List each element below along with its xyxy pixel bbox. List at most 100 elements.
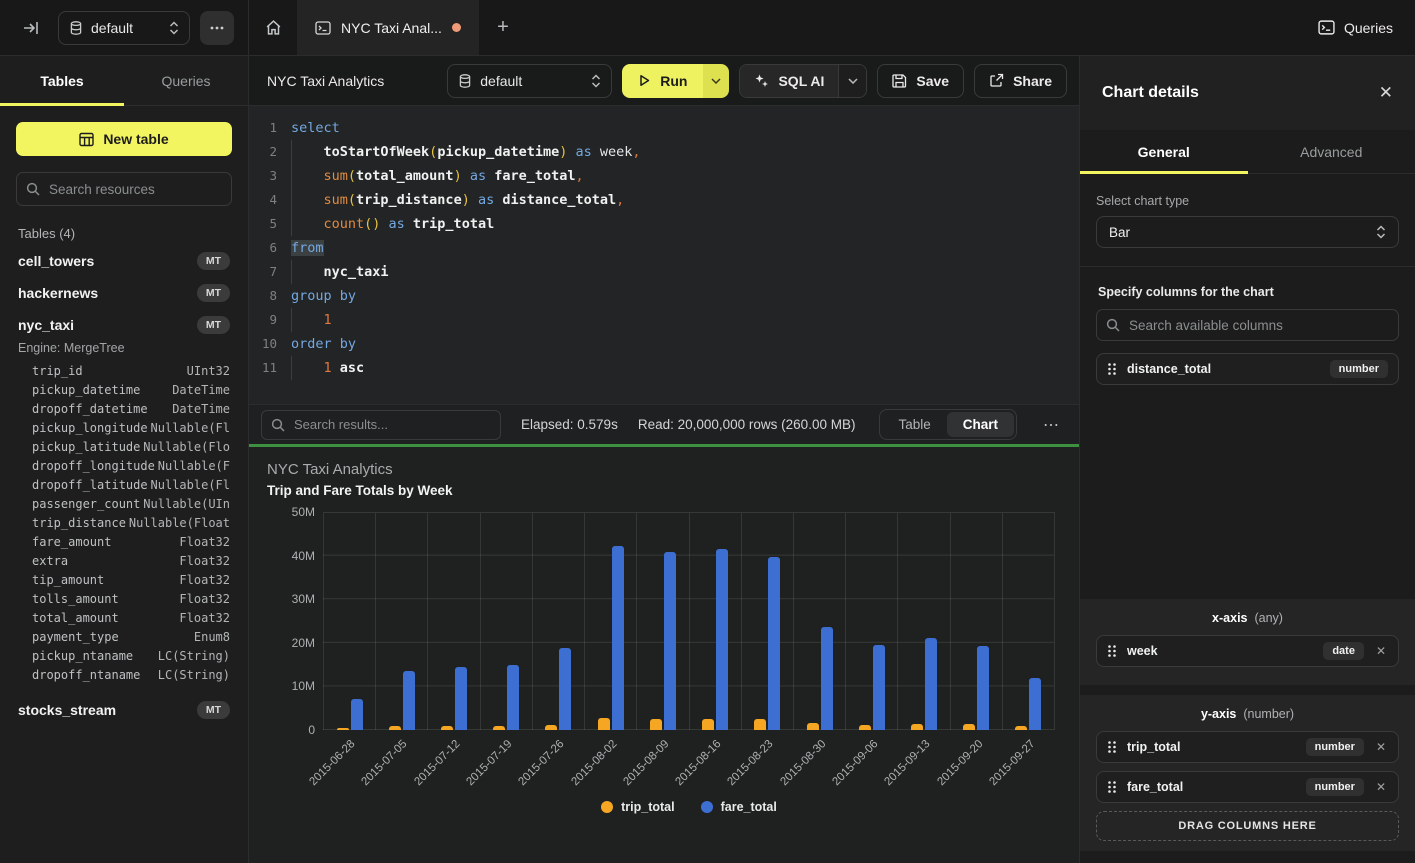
run-options-button[interactable] — [703, 64, 729, 98]
remove-column-button[interactable]: ✕ — [1374, 644, 1388, 658]
line-number: 6 — [249, 236, 291, 260]
x-axis-hint: (any) — [1254, 611, 1282, 625]
bar-trip_total[interactable] — [389, 726, 401, 730]
run-button[interactable]: Run — [622, 64, 703, 98]
drag-columns-dropzone[interactable]: DRAG COLUMNS HERE — [1096, 811, 1399, 841]
legend-item-fare_total[interactable]: fare_total — [701, 800, 777, 814]
table-row-hackernews[interactable]: hackernewsMT — [16, 277, 232, 309]
query-header: NYC Taxi Analytics default Ru — [249, 56, 1079, 106]
bar-trip_total[interactable] — [493, 726, 505, 730]
query-database-select[interactable]: default — [447, 64, 612, 98]
legend-item-trip_total[interactable]: trip_total — [601, 800, 674, 814]
drag-handle-icon[interactable] — [1107, 644, 1117, 658]
x-label-cell: 2015-09-20 — [950, 736, 1002, 798]
tab-tables[interactable]: Tables — [0, 56, 124, 105]
search-results-input[interactable] — [261, 410, 501, 440]
new-table-button[interactable]: New table — [16, 122, 232, 156]
tables-list: cell_towersMThackernewsMTnyc_taxiMTEngin… — [16, 245, 232, 726]
bar-fare_total[interactable] — [612, 546, 624, 730]
x-axis-columns: weekdate✕ — [1096, 635, 1399, 667]
column-chip-fare_total[interactable]: fare_totalnumber✕ — [1096, 771, 1399, 803]
new-tab-button[interactable]: + — [479, 0, 527, 55]
chart-type-select[interactable]: Bar — [1096, 216, 1399, 248]
collapse-sidebar-button[interactable] — [14, 11, 48, 45]
column-type: Nullable(Float — [129, 516, 230, 530]
tab-queries[interactable]: Queries — [124, 56, 248, 105]
bar-trip_total[interactable] — [441, 726, 453, 730]
search-icon — [1106, 318, 1120, 332]
sidebar-more-button[interactable] — [200, 11, 234, 45]
bar-trip_total[interactable] — [702, 719, 714, 730]
drag-handle-icon[interactable] — [1107, 740, 1117, 754]
tab-advanced[interactable]: Advanced — [1248, 130, 1415, 173]
sql-editor[interactable]: 1select2 toStartOfWeek(pickup_datetime) … — [249, 106, 1079, 404]
column-row: passenger_countNullable(UIn — [16, 494, 232, 513]
bar-fare_total[interactable] — [977, 646, 989, 730]
sql-ai-options-button[interactable] — [838, 65, 866, 97]
bar-trip_total[interactable] — [1015, 726, 1027, 730]
sql-ai-button[interactable]: SQL AI — [740, 65, 838, 97]
engine-badge: MT — [197, 701, 230, 719]
remove-column-button[interactable]: ✕ — [1374, 740, 1388, 754]
toggle-table-button[interactable]: Table — [882, 412, 946, 437]
bar-fare_total[interactable] — [403, 671, 415, 730]
results-more-button[interactable]: ⋯ — [1037, 411, 1065, 439]
column-name: trip_distance — [32, 516, 126, 530]
column-chip-week[interactable]: weekdate✕ — [1096, 635, 1399, 667]
bar-fare_total[interactable] — [925, 638, 937, 730]
bar-fare_total[interactable] — [664, 552, 676, 730]
close-panel-button[interactable]: ✕ — [1379, 83, 1393, 103]
bar-group-2015-09-27 — [1002, 513, 1054, 730]
toggle-chart-button[interactable]: Chart — [947, 412, 1014, 437]
home-button[interactable] — [249, 0, 297, 55]
bar-trip_total[interactable] — [545, 725, 557, 730]
remove-column-button[interactable]: ✕ — [1374, 780, 1388, 794]
legend-label: trip_total — [621, 800, 674, 814]
x-label-cell: 2015-07-19 — [480, 736, 532, 798]
tab-nyc-taxi-analytics[interactable]: NYC Taxi Anal... — [297, 0, 479, 55]
column-name: trip_id — [32, 364, 83, 378]
search-resources-input[interactable] — [16, 172, 232, 206]
bar-fare_total[interactable] — [768, 557, 780, 730]
bar-fare_total[interactable] — [1029, 678, 1041, 730]
bar-trip_total[interactable] — [337, 728, 349, 730]
bar-fare_total[interactable] — [559, 648, 571, 730]
database-select[interactable]: default — [58, 11, 190, 45]
code-text: from — [291, 236, 324, 260]
x-label-cell: 2015-09-27 — [1003, 736, 1055, 798]
line-number: 5 — [249, 212, 291, 236]
bar-trip_total[interactable] — [963, 724, 975, 730]
bar-trip_total[interactable] — [598, 718, 610, 730]
column-name: payment_type — [32, 630, 119, 644]
table-row-cell_towers[interactable]: cell_towersMT — [16, 245, 232, 277]
share-button[interactable]: Share — [974, 64, 1067, 98]
save-button[interactable]: Save — [877, 64, 964, 98]
search-columns-input[interactable] — [1096, 309, 1399, 341]
bar-fare_total[interactable] — [716, 549, 728, 730]
x-label-cell: 2015-07-12 — [428, 736, 480, 798]
bar-trip_total[interactable] — [911, 724, 923, 730]
queries-button[interactable]: Queries — [1318, 20, 1393, 36]
bar-fare_total[interactable] — [821, 627, 833, 730]
results-search — [261, 410, 501, 440]
bar-fare_total[interactable] — [873, 645, 885, 730]
table-row-stocks_stream[interactable]: stocks_streamMT — [16, 694, 232, 726]
bar-fare_total[interactable] — [507, 665, 519, 730]
bar-trip_total[interactable] — [754, 719, 766, 730]
column-chip-trip_total[interactable]: trip_totalnumber✕ — [1096, 731, 1399, 763]
drag-handle-icon[interactable] — [1107, 362, 1117, 376]
column-chip-distance_total[interactable]: distance_totalnumber — [1096, 353, 1399, 385]
engine-badge: MT — [197, 284, 230, 302]
tab-general[interactable]: General — [1080, 130, 1248, 173]
column-row: dropoff_datetimeDateTime — [16, 399, 232, 418]
bar-trip_total[interactable] — [650, 719, 662, 730]
column-type: Nullable(UIn — [143, 497, 230, 511]
table-name: cell_towers — [18, 253, 94, 269]
bar-fare_total[interactable] — [455, 667, 467, 730]
table-row-nyc_taxi[interactable]: nyc_taxiMT — [16, 309, 232, 341]
bar-trip_total[interactable] — [859, 725, 871, 730]
drag-handle-icon[interactable] — [1107, 780, 1117, 794]
bar-fare_total[interactable] — [351, 699, 363, 730]
x-label-cell: 2015-09-06 — [846, 736, 898, 798]
bar-trip_total[interactable] — [807, 723, 819, 730]
